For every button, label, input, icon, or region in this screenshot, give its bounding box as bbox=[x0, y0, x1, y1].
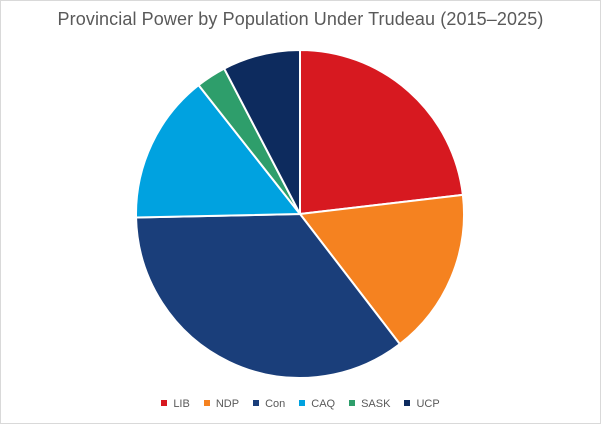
legend-item-ucp: UCP bbox=[404, 398, 440, 410]
legend-label-caq: CAQ bbox=[311, 398, 336, 410]
legend-label-ndp: NDP bbox=[215, 398, 240, 410]
legend-label-sask: SASK bbox=[361, 398, 391, 410]
legend-item-sask: SASK bbox=[349, 398, 390, 410]
pie-slice-con bbox=[135, 213, 401, 379]
chart-legend: LIB NDP Con CAQ SASK UCP bbox=[0, 398, 601, 410]
legend-swatch-sask bbox=[349, 400, 356, 406]
legend-label-lib: LIB bbox=[173, 398, 190, 410]
chart-title: Provincial Power by Population Under Tru… bbox=[57, 9, 544, 29]
legend-label-con: Con bbox=[265, 398, 286, 410]
legend-item-lib: LIB bbox=[161, 398, 190, 410]
legend-item-caq: CAQ bbox=[299, 398, 335, 410]
legend-item-ndp: NDP bbox=[203, 398, 240, 410]
pie-slice-ndp bbox=[299, 193, 465, 346]
pie-slice-caq bbox=[135, 84, 301, 219]
legend-swatch-ucp bbox=[404, 400, 411, 406]
pie-slice-ucp bbox=[223, 49, 301, 215]
legend-item-con: Con bbox=[253, 398, 285, 410]
legend-label-ucp: UCP bbox=[416, 398, 440, 410]
pie-slice-lib bbox=[299, 49, 464, 215]
legend-swatch-lib bbox=[161, 400, 168, 406]
legend-swatch-caq bbox=[299, 400, 306, 406]
legend-swatch-ndp bbox=[203, 400, 210, 406]
legend-swatch-con bbox=[253, 400, 260, 406]
